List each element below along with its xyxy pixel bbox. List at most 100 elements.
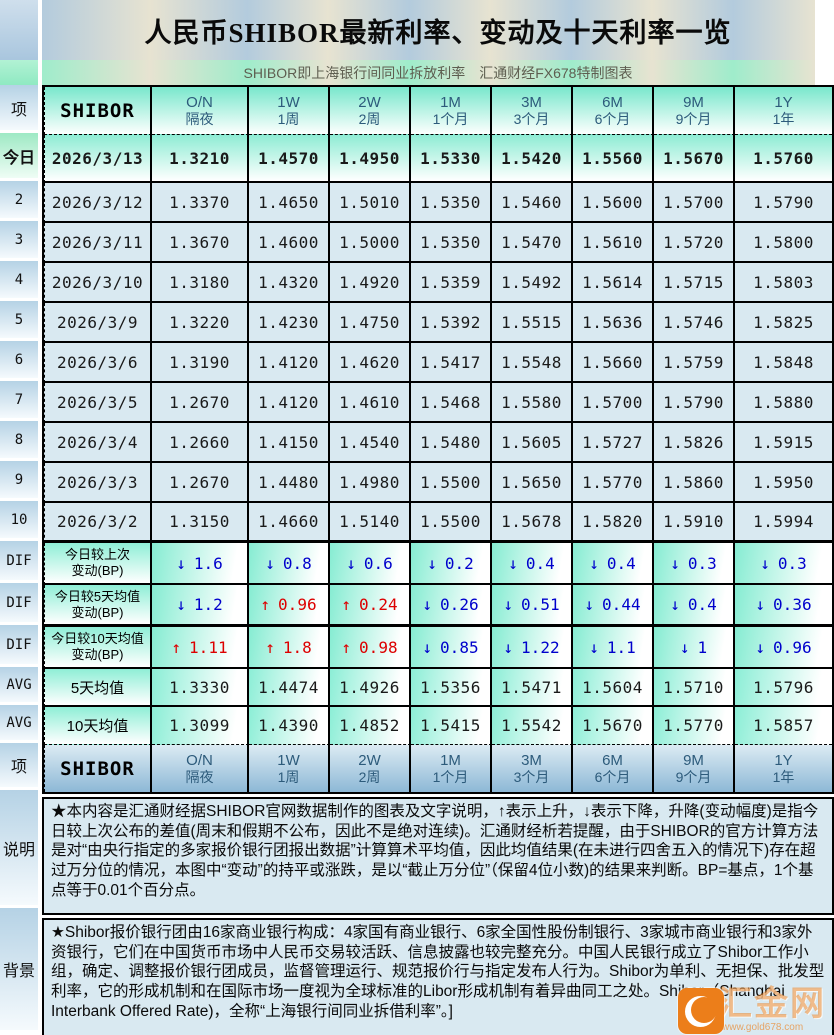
stripe (409, 60, 490, 85)
watermark-url: www.gold678.com (722, 1022, 804, 1034)
tenor-en: 1Y (774, 93, 793, 111)
tenor-header: 1Y 1年 (735, 87, 832, 135)
avg-value: 1.5415 (420, 716, 481, 735)
rate-value: 1.5470 (501, 232, 562, 252)
rate-value: 1.5460 (501, 192, 562, 212)
rate-value: 1.5560 (582, 148, 643, 168)
avg-value: 1.5356 (420, 677, 481, 697)
tenor-header: 1W 1周 (249, 745, 330, 792)
rate-cell: 1.5548 (492, 343, 573, 383)
header-row: SHIBOR O/N 隔夜 1W 1周 2W 2周 1M 1个月 3M 3个月 6M 6个月 9M 9个月 1… (44, 745, 832, 792)
arrow-up-icon: ↑ (341, 637, 352, 657)
arrow-down-icon: ↓ (503, 595, 514, 614)
rate-cell: 1.4230 (249, 303, 330, 343)
rate-value: 1.5826 (663, 432, 724, 452)
stripe (490, 0, 571, 60)
tenor-cn: 1个月 (432, 111, 469, 128)
rate-value: 1.5610 (582, 232, 643, 252)
rate-value: 1.5670 (663, 148, 724, 168)
shibor-label: SHIBOR (60, 99, 135, 122)
rate-cell: 1.4950 (330, 135, 411, 183)
dif-cell: ↓ 1 (654, 627, 735, 669)
rate-value: 1.5480 (420, 432, 481, 452)
avg-value: 1.5542 (501, 716, 562, 735)
date-value: 2026/3/13 (51, 148, 144, 168)
avg-cell: 1.5542 (492, 707, 573, 745)
rate-value: 1.5500 (420, 512, 481, 531)
arrow-down-icon: ↓ (427, 553, 437, 573)
dif-value: 1.8 (282, 637, 312, 657)
rate-cell: 1.4980 (330, 463, 411, 503)
rate-cell: 1.5330 (411, 135, 492, 183)
dif-cell: ↓ 0.6 (330, 543, 411, 585)
dif-cell: ↓ 0.3 (654, 543, 735, 585)
dif-value: 0.6 (363, 553, 393, 573)
tenor-cn: 6个月 (594, 769, 631, 786)
tenor-header: 3M 3个月 (492, 745, 573, 792)
rate-value: 1.5500 (420, 472, 481, 492)
row-label-2: 2 (0, 181, 38, 218)
rate-value: 1.5660 (582, 352, 643, 372)
rate-cell: 1.5825 (735, 303, 832, 343)
tenor-en: 1W (277, 751, 300, 769)
rate-value: 1.5515 (501, 312, 562, 332)
stripe (247, 60, 328, 85)
date-value: 2026/3/6 (56, 352, 139, 372)
rate-cell: 1.5468 (411, 383, 492, 423)
rate-value: 1.5915 (753, 432, 814, 452)
avg-value: 1.5710 (663, 677, 724, 697)
rate-cell: 1.5417 (411, 343, 492, 383)
dif-cell: ↓ 0.26 (411, 585, 492, 627)
row-label-3: 3 (0, 221, 38, 258)
tenor-cn: 3个月 (513, 111, 550, 128)
stripe (652, 0, 733, 60)
page-subtitle: SHIBOR即上海银行间同业拆放利率 汇通财经FX678特制图表 (243, 64, 633, 81)
rate-value: 1.4920 (339, 272, 400, 292)
dif-cell: ↓ 1.22 (492, 627, 573, 669)
tenor-header: O/N 隔夜 (152, 87, 249, 135)
avg-cell: 1.3330 (152, 669, 249, 707)
tenor-cn: 1周 (277, 769, 300, 786)
rate-value: 1.2660 (169, 432, 230, 452)
date-cell: 2026/3/11 (44, 223, 152, 263)
subtitle-stripes: SHIBOR即上海银行间同业拆放利率 汇通财经FX678特制图表 (42, 60, 834, 85)
date-value: 2026/3/10 (51, 272, 144, 292)
tenor-cn: 1年 (772, 111, 795, 128)
rate-value: 1.5614 (582, 272, 643, 292)
rate-cell: 1.3210 (152, 135, 249, 183)
rate-value: 1.3670 (169, 232, 230, 252)
rate-cell: 1.5678 (492, 503, 573, 543)
rate-cell: 1.3220 (152, 303, 249, 343)
rate-cell: 1.4570 (249, 135, 330, 183)
rate-cell: 1.5860 (654, 463, 735, 503)
rate-value: 1.5600 (582, 192, 643, 212)
date-value: 2026/3/9 (56, 312, 139, 332)
rate-value: 1.4120 (258, 352, 319, 372)
rate-value: 1.5000 (339, 232, 400, 252)
table-row: 2026/3/11 1.3670 1.4600 1.5000 1.5350 1.5470 1… (44, 223, 832, 263)
avg-value: 1.3099 (169, 716, 230, 735)
tenor-cn: 9个月 (675, 111, 712, 128)
stripe (571, 0, 652, 60)
dif-cell: ↓ 0.85 (411, 627, 492, 669)
avg-value: 1.4852 (339, 716, 400, 735)
rate-cell: 1.5492 (492, 263, 573, 303)
dif-cell: ↓ 1.1 (573, 627, 654, 669)
date-value: 2026/3/11 (51, 232, 144, 252)
date-value: 2026/3/12 (51, 192, 144, 212)
tenor-en: 1W (277, 93, 300, 111)
rate-cell: 1.5392 (411, 303, 492, 343)
rate-cell: 1.4620 (330, 343, 411, 383)
tenor-header: 9M 9个月 (654, 745, 735, 792)
dif-cell: ↑ 0.24 (330, 585, 411, 627)
rate-cell: 1.3190 (152, 343, 249, 383)
stripe (150, 0, 247, 60)
rate-value: 1.5010 (339, 192, 400, 212)
row-label-DIF: DIF (0, 541, 38, 580)
rate-cell: 1.5500 (411, 463, 492, 503)
rate-value: 1.5820 (582, 512, 643, 531)
rate-value: 1.5140 (339, 512, 400, 531)
rate-value: 1.4950 (339, 148, 400, 168)
avg-value: 1.5670 (582, 716, 643, 735)
tenor-cn: 2周 (358, 111, 381, 128)
